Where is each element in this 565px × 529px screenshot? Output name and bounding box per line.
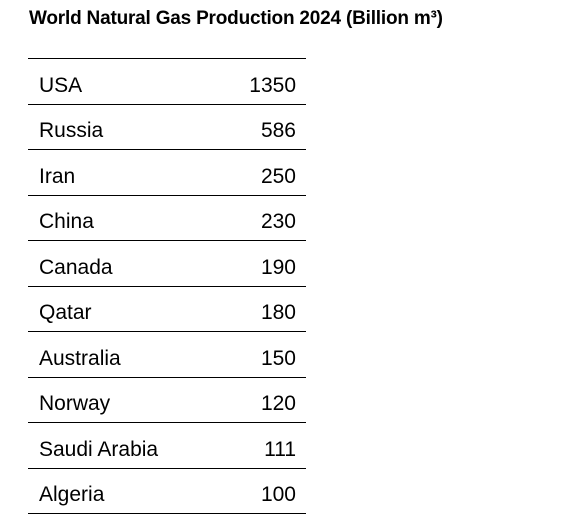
value-cell: 100: [260, 483, 296, 506]
table-row: Norway 120: [28, 378, 306, 423]
value-cell: 250: [260, 164, 296, 188]
value-cell: 586: [260, 119, 296, 142]
country-cell: Canada: [39, 255, 113, 279]
country-cell: Saudi Arabia: [39, 437, 159, 461]
country-cell: China: [39, 210, 94, 233]
value-cell: 230: [260, 210, 296, 233]
title: World Natural Gas Production 2024 (Billi…: [29, 8, 443, 29]
table-row: Canada 190: [28, 241, 306, 287]
country-cell: Russia: [39, 119, 104, 142]
value-cell: 111: [264, 437, 296, 461]
value-cell: 190: [260, 255, 296, 279]
table-row: Iran 250: [28, 150, 306, 196]
table-row: Russia 586: [28, 105, 306, 150]
table-row: Algeria 100: [28, 469, 306, 514]
country-cell: USA: [39, 73, 83, 97]
country-cell: Algeria: [39, 483, 105, 506]
value-cell: 150: [260, 346, 296, 370]
country-cell: Qatar: [39, 301, 92, 324]
table-row: Australia 150: [28, 332, 306, 378]
table-row: Qatar 180: [28, 287, 306, 332]
country-cell: Australia: [39, 346, 121, 370]
table-row: Saudi Arabia 111: [28, 423, 306, 469]
country-cell: Iran: [39, 164, 76, 188]
value-cell: 180: [260, 301, 296, 324]
table-row: USA 1350: [28, 59, 306, 105]
country-cell: Norway: [39, 392, 111, 415]
table: USA 1350 Russia 586 Iran 250 China 230 Canada 190…: [28, 58, 306, 514]
value-cell: 1350: [249, 73, 296, 97]
value-cell: 120: [260, 392, 296, 415]
table-row: China 230: [28, 196, 306, 241]
